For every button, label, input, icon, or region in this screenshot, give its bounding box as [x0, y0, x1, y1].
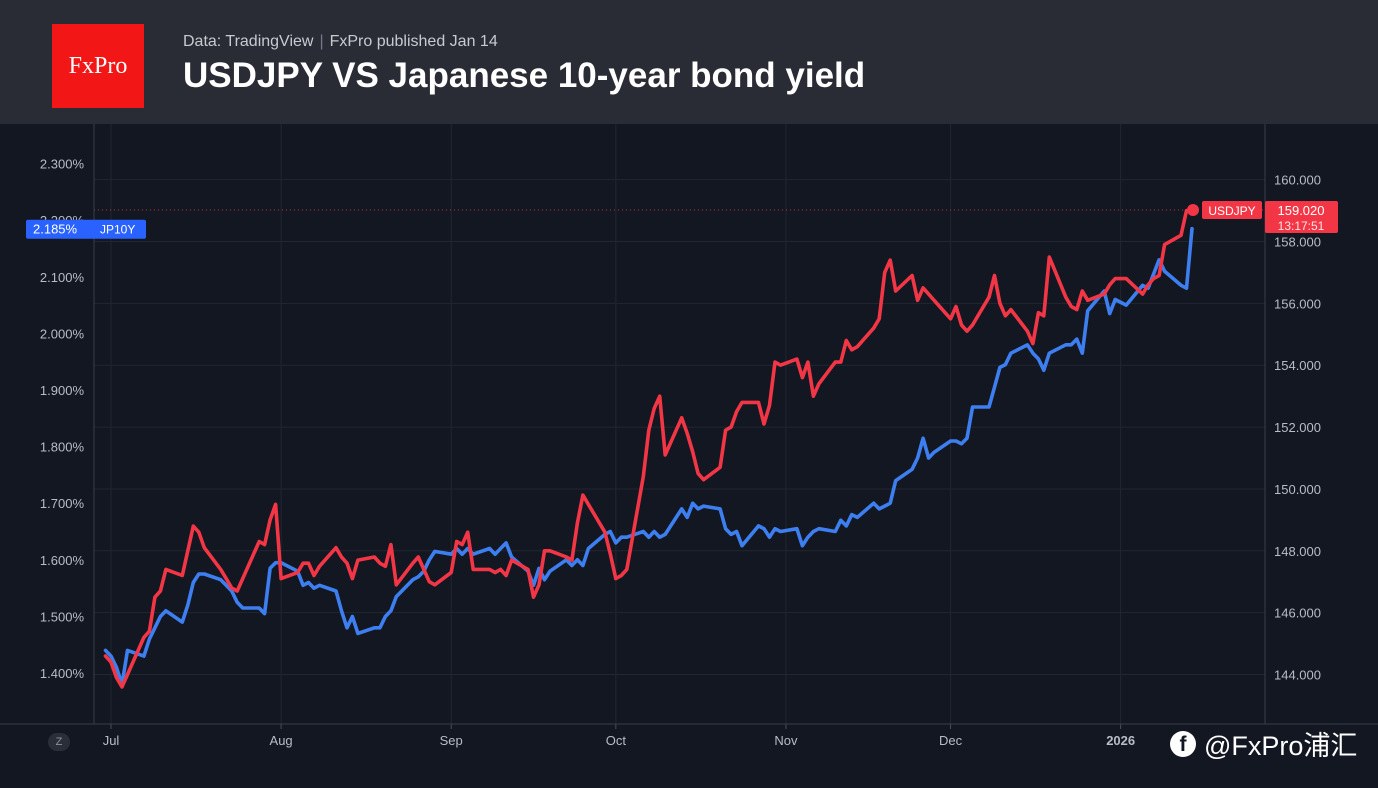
- left-axis-tick: 2.000%: [40, 326, 85, 341]
- line-chart[interactable]: 144.000 146.000 148.000 150.000 152.000 154.0…: [0, 124, 1378, 788]
- x-tick-label: Aug: [270, 733, 293, 748]
- right-axis-tick: 154.000: [1274, 358, 1321, 373]
- x-tick-label: 2026: [1106, 733, 1135, 748]
- data-source: Data: TradingView: [183, 33, 314, 50]
- axis-labels: 144.000 146.000 148.000 150.000 152.000 154.0…: [40, 157, 1321, 748]
- left-axis-tick: 1.800%: [40, 440, 85, 455]
- right-axis-tick: 150.000: [1274, 482, 1321, 497]
- watermark-handle: @FxPro浦汇: [1204, 731, 1358, 761]
- watermark: f @FxPro浦汇: [1170, 724, 1357, 763]
- series-lines: [103, 208, 1194, 689]
- fxpro-logo: FxPro: [52, 24, 144, 108]
- x-tick-label: Dec: [939, 733, 963, 748]
- usdjpy-line: [103, 208, 1194, 689]
- right-axis-tick: 152.000: [1274, 420, 1321, 435]
- data-source-line: Data: TradingView | FxPro published Jan 14: [183, 33, 498, 51]
- left-axis-tick: 1.900%: [40, 383, 85, 398]
- left-axis-tick: 2.100%: [40, 270, 85, 285]
- right-axis-tick: 144.000: [1274, 668, 1321, 683]
- usdjpy-last-dot: [1187, 203, 1199, 216]
- left-axis-tick: 1.600%: [40, 553, 85, 568]
- x-tick-label: Nov: [774, 733, 798, 748]
- jp10y-tag: [26, 219, 146, 239]
- left-axis-tick: 1.700%: [40, 496, 85, 511]
- right-axis-tick: 146.000: [1274, 606, 1321, 621]
- usdjpy-price-tag: [1265, 200, 1338, 233]
- right-axis-tick: 160.000: [1274, 173, 1321, 188]
- jp10y-line: [103, 226, 1194, 687]
- right-axis-tick: 156.000: [1274, 296, 1321, 311]
- usdjpy-name-label: USDJPY: [1208, 204, 1255, 218]
- jp10y-value-label: 2.185%: [33, 222, 78, 237]
- x-tick-label: Oct: [606, 733, 627, 748]
- usdjpy-timer-label: 13:17:51: [1278, 219, 1325, 233]
- x-tick-label: Jul: [103, 733, 120, 748]
- axes: [0, 124, 1378, 729]
- jp10y-name-label: JP10Y: [100, 223, 135, 237]
- usdjpy-name-tag: [1202, 200, 1262, 219]
- x-tick-label: Sep: [440, 733, 463, 748]
- separator: |: [319, 33, 324, 50]
- header-bar: FxPro Data: TradingView | FxPro published …: [0, 0, 1378, 124]
- right-axis-tick: 148.000: [1274, 544, 1321, 559]
- timezone-z-button[interactable]: Z: [48, 733, 70, 751]
- facebook-icon: f: [1170, 730, 1196, 757]
- chart-title: USDJPY VS Japanese 10-year bond yield: [183, 56, 866, 95]
- usdjpy-price-label: 159.020: [1278, 203, 1325, 218]
- right-axis-tick: 158.000: [1274, 235, 1321, 250]
- left-axis-tick: 1.400%: [40, 666, 85, 681]
- publish-info: FxPro published Jan 14: [329, 33, 498, 50]
- left-axis-tick: 1.500%: [40, 609, 85, 624]
- left-axis-tick: 2.300%: [40, 157, 85, 172]
